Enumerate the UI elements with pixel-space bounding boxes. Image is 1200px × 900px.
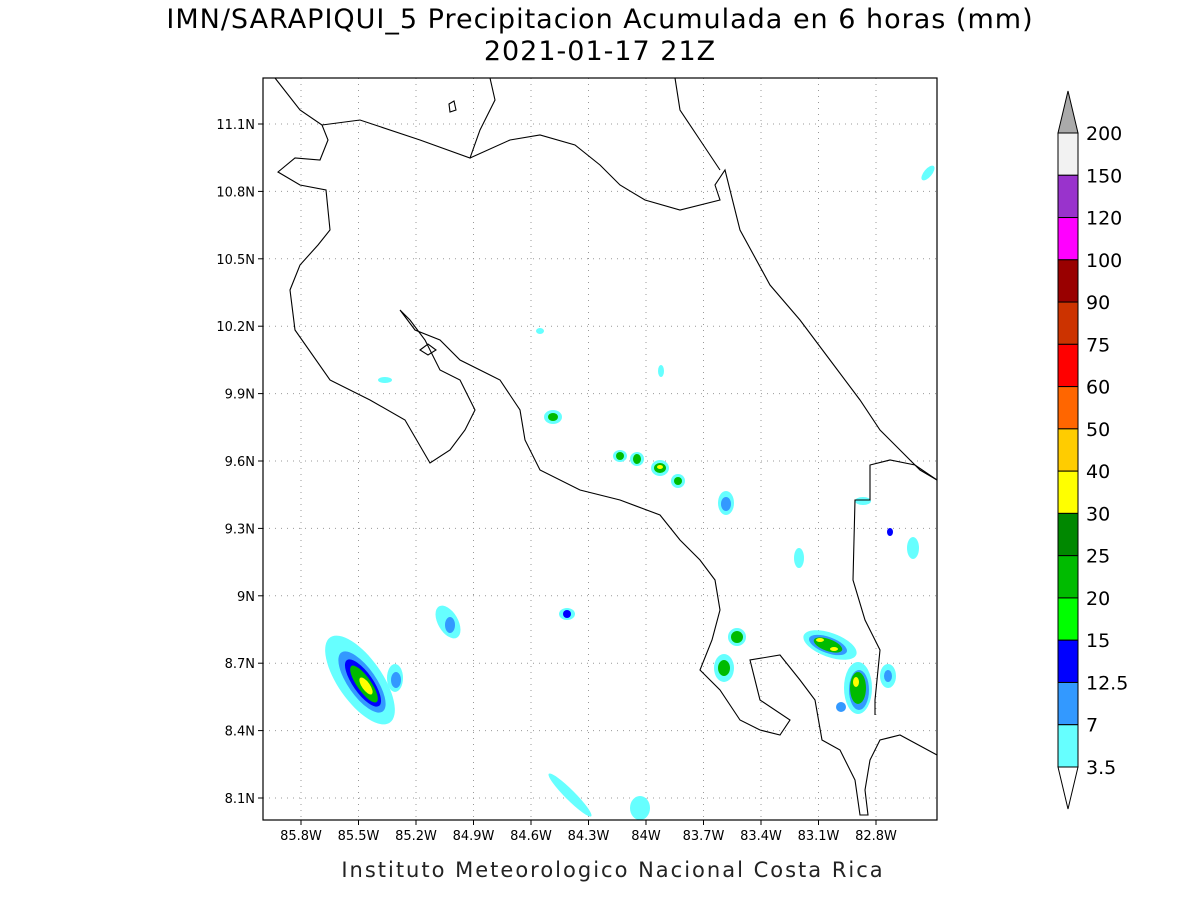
colorbar-band xyxy=(1057,428,1079,472)
footer: Instituto Meteorologico Nacional Costa R… xyxy=(341,858,884,882)
colorbar-label: 60 xyxy=(1086,377,1110,399)
x-tick-label: 84.9W xyxy=(453,829,495,844)
x-tick-label: 83.7W xyxy=(683,829,725,844)
grid xyxy=(263,78,937,820)
colorbar-band xyxy=(1057,217,1079,261)
y-tick-label: 9N xyxy=(237,590,255,605)
colorbar-band xyxy=(1057,301,1079,345)
y-tick-label: 9.6N xyxy=(225,455,255,470)
colorbar-label: 100 xyxy=(1086,250,1122,272)
x-tick-label: 83.1W xyxy=(798,829,840,844)
map-frame xyxy=(262,77,938,821)
colorbar-label: 20 xyxy=(1086,588,1110,610)
colorbar-label: 90 xyxy=(1086,292,1110,314)
x-tick-label: 83.4W xyxy=(740,829,782,844)
y-tick-label: 10.8N xyxy=(216,185,255,200)
colorbar-band xyxy=(1057,681,1079,726)
colorbar-label: 120 xyxy=(1086,208,1122,230)
colorbar-label: 12.5 xyxy=(1086,672,1128,694)
colorbar-label: 50 xyxy=(1086,419,1110,441)
y-tick-label: 8.1N xyxy=(225,792,255,807)
colorbar-over xyxy=(1057,90,1079,134)
title: IMN/SARAPIQUI_5 Precipitacion Acumulada … xyxy=(166,4,1033,35)
y-tick-label: 10.2N xyxy=(216,320,255,335)
x-tick-label: 85.2W xyxy=(395,829,437,844)
x-tick-label: 82.8W xyxy=(855,829,897,844)
axes: 85.8W 85.5W 85.2W 84.9W 84.6W 84.3W 84W 83.7W 83… xyxy=(216,118,897,844)
y-tick-label: 9.3N xyxy=(225,522,255,537)
colorbar-label: 150 xyxy=(1086,165,1122,187)
x-tick-label: 84.3W xyxy=(568,829,610,844)
colorbar-band xyxy=(1057,597,1079,641)
colorbar-band xyxy=(1057,512,1079,557)
x-tick-label: 85.5W xyxy=(338,829,380,844)
y-tick-label: 11.1N xyxy=(216,118,255,133)
colorbar-band xyxy=(1057,724,1079,768)
colorbar-band xyxy=(1057,470,1079,514)
colorbar-band xyxy=(1057,386,1079,430)
colorbar-band xyxy=(1057,343,1079,388)
precip-areas xyxy=(325,165,935,820)
colorbar-band xyxy=(1057,132,1079,176)
colorbar-label: 7 xyxy=(1086,715,1098,737)
y-tick-label: 10.5N xyxy=(216,253,255,268)
colorbar-label: 3.5 xyxy=(1086,757,1116,779)
colorbar-label: 75 xyxy=(1086,334,1110,356)
colorbar-band xyxy=(1057,259,1079,303)
coastlines xyxy=(274,77,938,816)
colorbar-under xyxy=(1057,766,1079,810)
colorbar-band xyxy=(1057,555,1079,599)
y-tick-label: 8.7N xyxy=(225,657,255,672)
colorbar-label: 40 xyxy=(1086,461,1110,483)
y-tick-label: 8.4N xyxy=(225,725,255,740)
colorbar-band xyxy=(1057,639,1079,683)
colorbar-label: 15 xyxy=(1086,630,1110,652)
x-tick-label: 85.8W xyxy=(280,829,322,844)
x-tick-label: 84W xyxy=(631,829,661,844)
colorbar-label: 25 xyxy=(1086,546,1110,568)
colorbar-label: 200 xyxy=(1086,123,1122,145)
colorbar: 200 150 120 100 90 75 60 50 40 30 25 20 15 12.5 7 3.5 xyxy=(1057,90,1128,810)
subtitle: 2021-01-17 21Z xyxy=(484,36,716,67)
colorbar-band xyxy=(1057,174,1079,219)
x-tick-label: 84.6W xyxy=(510,829,552,844)
colorbar-label: 30 xyxy=(1086,503,1110,525)
y-tick-label: 9.9N xyxy=(225,388,255,403)
